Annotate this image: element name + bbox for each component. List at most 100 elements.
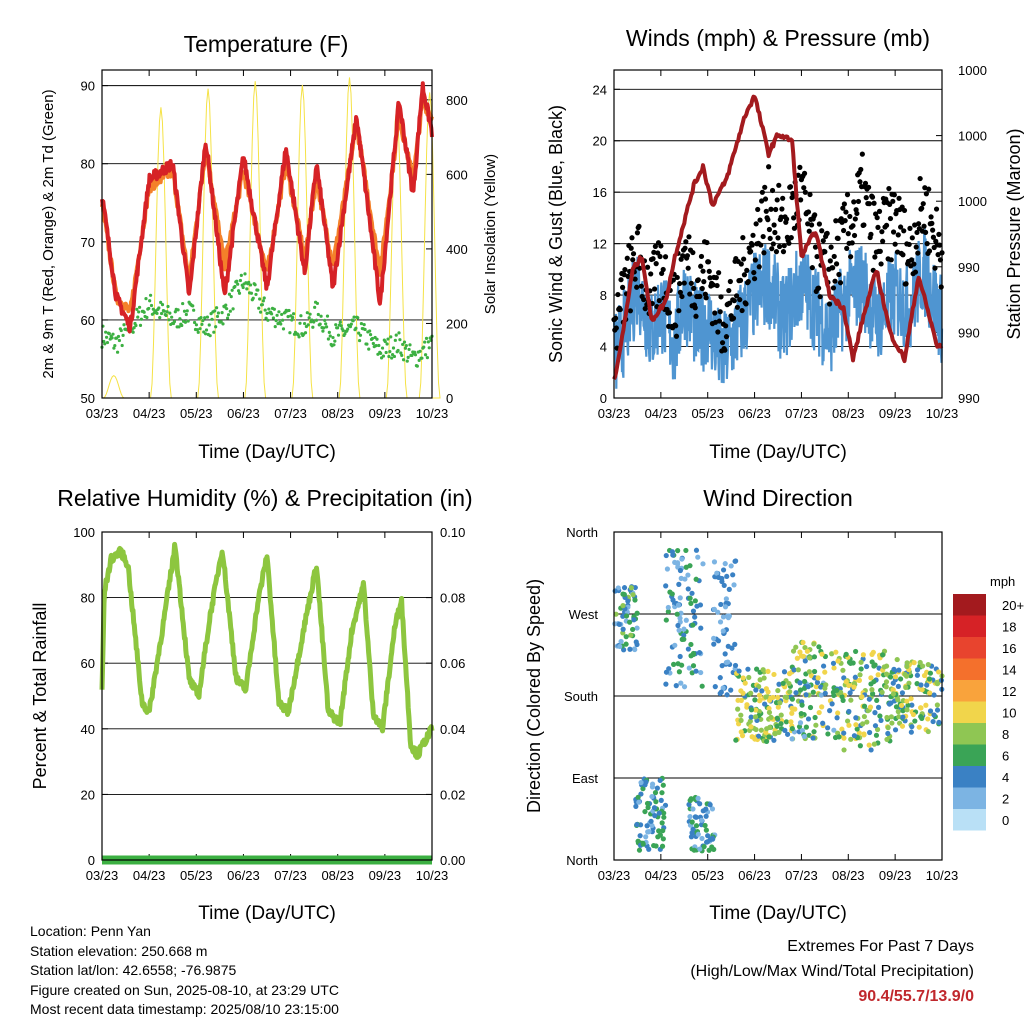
direction-point xyxy=(889,720,895,726)
temperature-ylabel: 2m & 9m T (Red, Orange) & 2m Td (Green) xyxy=(40,89,57,378)
dewpoint-point xyxy=(215,314,220,319)
direction-point xyxy=(775,694,781,701)
dewpoint-point xyxy=(354,326,358,330)
direction-point xyxy=(757,677,763,683)
direction-point xyxy=(656,810,662,816)
gust-point xyxy=(896,195,902,201)
dewpoint-point xyxy=(235,279,239,283)
gust-point xyxy=(723,323,729,329)
dewpoint-point xyxy=(402,340,407,344)
direction-point xyxy=(825,725,831,731)
direction-point xyxy=(800,639,806,646)
recent-data-text: Most recent data timestamp: 2025/08/10 2… xyxy=(30,1001,339,1017)
station-info: Location: Penn Yan Station elevation: 25… xyxy=(30,922,339,1020)
y2-tick-label: 0 xyxy=(446,391,453,406)
direction-point xyxy=(692,614,698,620)
dewpoint-point xyxy=(239,273,243,277)
dewpoint-point xyxy=(180,323,184,328)
dewpoint-point xyxy=(238,278,243,283)
direction-point xyxy=(858,659,864,665)
gust-point xyxy=(851,232,858,239)
direction-point xyxy=(841,747,847,753)
gust-point xyxy=(774,197,780,203)
direction-point xyxy=(676,627,682,633)
y-tick-label: 90 xyxy=(81,79,95,94)
x-tick-label: 09/23 xyxy=(879,868,912,883)
direction-point xyxy=(840,697,846,703)
direction-point xyxy=(925,716,931,722)
direction-point xyxy=(744,704,750,710)
gust-point xyxy=(652,243,658,249)
direction-point xyxy=(872,710,878,716)
dewpoint-point xyxy=(149,303,154,308)
dewpoint-point xyxy=(248,283,253,287)
gust-point xyxy=(642,306,648,312)
dewpoint-point xyxy=(201,318,205,323)
y-tick-label: 80 xyxy=(81,157,95,172)
dewpoint-point xyxy=(227,292,232,296)
gust-point xyxy=(929,220,935,226)
winds-title: Winds (mph) & Pressure (mb) xyxy=(626,25,930,51)
gust-point xyxy=(629,235,635,241)
direction-point xyxy=(793,690,799,696)
direction-point xyxy=(702,822,708,829)
dewpoint-point xyxy=(265,311,269,315)
dewpoint-point xyxy=(424,336,429,340)
gust-point xyxy=(686,234,692,240)
direction-point xyxy=(891,666,897,672)
direction-point xyxy=(789,726,795,732)
direction-point xyxy=(659,790,665,796)
direction-point xyxy=(752,714,759,720)
gust-point xyxy=(876,208,883,214)
dewpoint-point xyxy=(391,346,396,350)
gust-point xyxy=(685,265,691,271)
dewpoint-point xyxy=(412,350,417,354)
gust-point xyxy=(836,271,842,278)
direction-point xyxy=(777,700,783,706)
gust-point xyxy=(824,230,830,236)
direction-point xyxy=(731,582,737,588)
gust-point xyxy=(698,263,704,269)
gust-point xyxy=(923,229,929,236)
y-tick-label: 8 xyxy=(600,288,607,303)
dewpoint-point xyxy=(225,316,230,320)
direction-point xyxy=(634,821,640,828)
gust-point xyxy=(622,267,628,273)
direction-point xyxy=(789,710,795,716)
direction-point xyxy=(735,706,741,712)
direction-point xyxy=(899,690,906,696)
extremes-values: 90.4/55.7/13.9/0 xyxy=(858,988,974,1005)
gust-point xyxy=(767,235,773,242)
gust-point xyxy=(666,310,673,316)
gust-point xyxy=(906,241,912,248)
direction-point xyxy=(838,689,844,696)
dewpoint-point xyxy=(418,349,422,353)
direction-point xyxy=(690,622,696,628)
x-tick-label: 07/23 xyxy=(274,406,307,421)
dewpoint-point xyxy=(299,314,303,318)
dewpoint-point xyxy=(408,343,412,347)
direction-point xyxy=(738,688,744,694)
direction-point xyxy=(724,573,730,580)
gust-point xyxy=(722,347,728,353)
direction-point xyxy=(783,694,790,701)
dewpoint-point xyxy=(422,345,426,349)
gust-point xyxy=(911,261,917,267)
direction-point xyxy=(756,683,762,690)
y2-tick-label: 990 xyxy=(958,260,980,275)
x-tick-label: 03/23 xyxy=(598,406,631,421)
direction-point xyxy=(800,653,806,659)
direction-point xyxy=(815,675,821,681)
dewpoint-point xyxy=(214,325,218,329)
gust-point xyxy=(886,185,892,192)
dewpoint-point xyxy=(368,333,373,337)
wind-direction-title: Wind Direction xyxy=(703,485,853,511)
direction-point xyxy=(870,649,876,655)
direction-point xyxy=(634,625,640,631)
dewpoint-point xyxy=(198,327,202,331)
direction-point xyxy=(754,666,760,672)
gust-point xyxy=(808,222,815,228)
gust-point xyxy=(938,284,944,290)
gust-point xyxy=(936,231,942,237)
gust-point xyxy=(930,227,936,233)
